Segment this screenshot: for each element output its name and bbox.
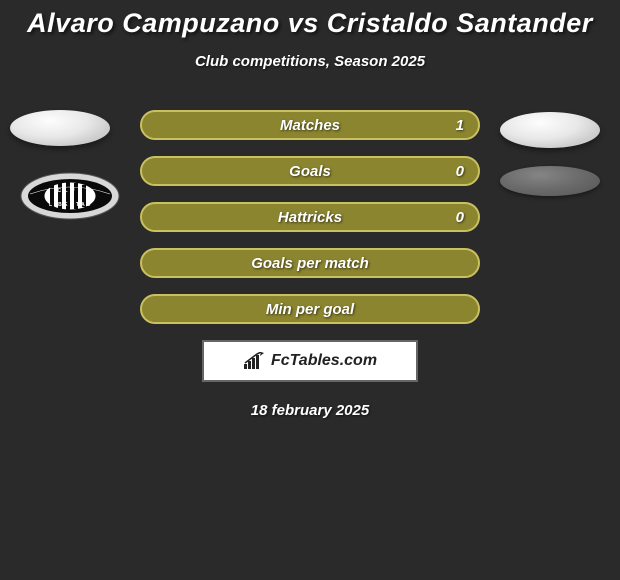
stat-value: 0 (456, 209, 464, 226)
stat-row-goals-per-match: Goals per match (140, 248, 480, 278)
brand-label: FcTables.com (271, 352, 377, 370)
stat-row-min-per-goal: Min per goal (140, 294, 480, 324)
player-left-avatar (10, 110, 110, 146)
stat-bars: Matches 1 Goals 0 Hattricks 0 Goals per … (140, 110, 480, 324)
page-subtitle: Club competitions, Season 2025 (0, 53, 620, 70)
stat-label: Goals per match (142, 255, 478, 272)
svg-text:L I B E R T A D: L I B E R T A D (49, 202, 91, 208)
stat-value: 0 (456, 163, 464, 180)
brand-chart-icon (243, 352, 265, 370)
page-title: Alvaro Campuzano vs Cristaldo Santander (0, 0, 620, 39)
club-left-badge: C L U B L I B E R T A D (20, 172, 120, 220)
stat-label: Min per goal (142, 301, 478, 318)
stat-label: Goals (142, 163, 478, 180)
stat-row-hattricks: Hattricks 0 (140, 202, 480, 232)
player-right-avatar (500, 112, 600, 148)
svg-text:C L U B: C L U B (58, 188, 83, 194)
stat-label: Matches (142, 117, 478, 134)
club-right-badge (500, 166, 600, 196)
date-label: 18 february 2025 (0, 402, 620, 419)
stat-row-matches: Matches 1 (140, 110, 480, 140)
comparison-panel: C L U B L I B E R T A D Matches 1 Goals … (0, 110, 620, 419)
stat-row-goals: Goals 0 (140, 156, 480, 186)
stat-value: 1 (456, 117, 464, 134)
brand-badge: FcTables.com (202, 340, 418, 382)
stat-label: Hattricks (142, 209, 478, 226)
